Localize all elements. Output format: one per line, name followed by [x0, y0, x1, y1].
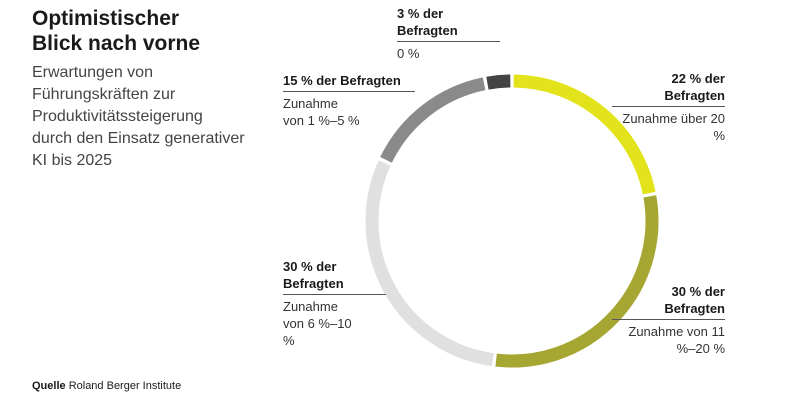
donut-segment	[365, 160, 494, 367]
segment-label: 22 % der Befragten Zunahme über 20 %	[612, 70, 725, 144]
donut-segment	[495, 195, 659, 368]
category-label: Zunahme von 6 %–10 %	[283, 299, 352, 348]
category-label: Zunahme von 11 %–20 %	[628, 324, 725, 356]
value-label: 30 % der Befragten	[612, 283, 725, 320]
donut-segment	[380, 77, 486, 163]
segment-label: 3 % der Befragten 0 %	[397, 5, 500, 62]
segment-label: 30 % der Befragten Zunahme von 11 %–20 %	[612, 283, 725, 357]
value-label: 22 % der Befragten	[612, 70, 725, 107]
value-label: 3 % der Befragten	[397, 5, 500, 42]
chart-subtitle: Erwartungen von Führungskräften zur Prod…	[32, 64, 245, 169]
source: Quelle Roland Berger Institute	[32, 380, 181, 392]
source-label: Quelle	[32, 380, 66, 392]
value-label: 15 % der Befragten	[283, 72, 415, 92]
source-text: Roland Berger Institute	[68, 380, 182, 392]
donut-segment	[486, 74, 511, 90]
category-label: Zunahme von 1 %–5 %	[283, 96, 360, 128]
segment-label: 15 % der Befragten Zunahme von 1 %–5 %	[283, 72, 415, 129]
segment-label: 30 % der Befragten Zunahme von 6 %–10 %	[283, 258, 386, 349]
category-label: 0 %	[397, 46, 420, 61]
chart-title: Optimistischer Blick nach vorne	[32, 7, 201, 55]
value-label: 30 % der Befragten	[283, 258, 386, 295]
category-label: Zunahme über 20 %	[622, 111, 725, 143]
donut-segment	[513, 74, 656, 195]
